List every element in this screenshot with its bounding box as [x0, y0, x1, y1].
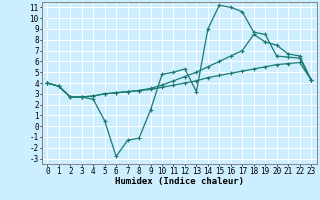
X-axis label: Humidex (Indice chaleur): Humidex (Indice chaleur)	[115, 177, 244, 186]
